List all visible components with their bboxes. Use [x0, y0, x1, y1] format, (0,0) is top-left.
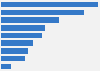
Bar	[1, 25, 45, 31]
Bar	[1, 10, 84, 15]
Bar	[1, 33, 42, 38]
Bar	[1, 40, 33, 46]
Bar	[1, 48, 28, 54]
Bar	[1, 56, 25, 61]
Bar	[1, 17, 59, 23]
Bar	[1, 64, 11, 69]
Bar	[1, 2, 98, 7]
